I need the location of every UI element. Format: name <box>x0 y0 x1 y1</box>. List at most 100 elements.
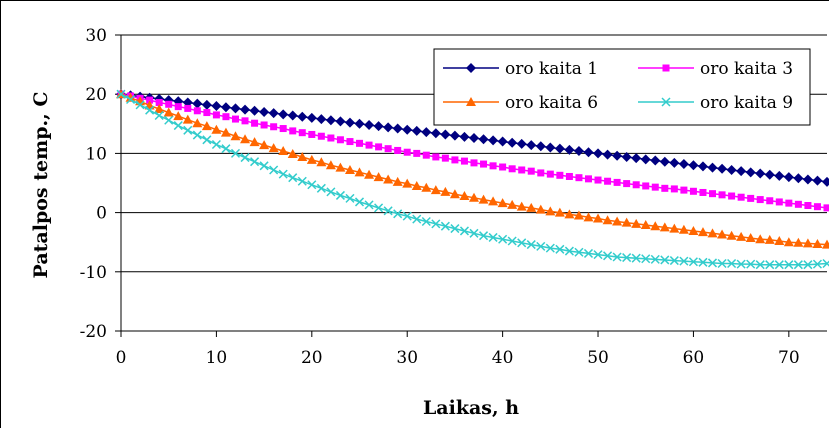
data-point <box>345 118 355 128</box>
data-point <box>612 151 622 161</box>
data-point <box>679 159 689 169</box>
x-tick-label: 70 <box>778 348 800 368</box>
data-point <box>603 150 613 160</box>
data-point <box>298 177 306 185</box>
legend-label: oro kaita 9 <box>700 93 793 113</box>
data-point <box>394 147 401 154</box>
data-point <box>288 111 298 121</box>
data-point <box>279 170 287 178</box>
legend-label: oro kaita 1 <box>505 59 598 79</box>
data-point <box>241 154 249 162</box>
data-point <box>289 127 296 134</box>
y-axis-title: Patalpos temp., C <box>30 92 52 279</box>
data-point <box>669 158 679 168</box>
data-point <box>289 174 297 182</box>
data-point <box>280 125 287 132</box>
data-point <box>547 171 554 178</box>
data-point <box>384 207 392 215</box>
data-point <box>222 145 230 153</box>
data-point <box>555 144 565 154</box>
data-point <box>336 191 344 199</box>
data-point <box>174 122 182 130</box>
data-point <box>230 103 240 113</box>
data-point <box>459 132 469 142</box>
data-point <box>765 170 775 180</box>
data-point <box>793 173 803 183</box>
data-point <box>440 129 450 139</box>
data-point <box>165 116 173 124</box>
x-tick-label: 40 <box>492 348 514 368</box>
data-point <box>585 175 592 182</box>
data-point <box>566 173 573 180</box>
data-point <box>383 122 393 132</box>
data-point <box>337 136 344 143</box>
data-point <box>727 165 737 175</box>
data-point <box>299 129 306 136</box>
data-point <box>719 191 726 198</box>
data-point <box>374 121 384 131</box>
x-tick-label: 0 <box>116 348 127 368</box>
data-point <box>203 136 211 144</box>
x-tick-label: 30 <box>396 348 418 368</box>
data-point <box>335 116 345 126</box>
data-point <box>442 155 449 162</box>
data-point <box>346 138 353 145</box>
data-point <box>308 181 316 189</box>
data-point <box>471 159 478 166</box>
data-point <box>545 142 555 152</box>
data-point <box>498 137 508 147</box>
data-point <box>785 200 792 207</box>
data-point <box>631 153 641 163</box>
data-point <box>316 114 326 124</box>
data-point <box>232 116 239 123</box>
data-point <box>375 143 382 150</box>
data-point <box>251 120 258 127</box>
data-point <box>518 166 525 173</box>
data-point <box>660 157 670 167</box>
data-point <box>822 177 829 187</box>
data-point <box>526 140 536 150</box>
data-point <box>623 180 630 187</box>
data-point <box>432 153 439 160</box>
data-point <box>699 189 706 196</box>
data-point <box>202 100 212 110</box>
y-tick-label: -20 <box>80 322 107 342</box>
data-point <box>680 187 687 194</box>
data-point <box>307 113 317 123</box>
data-point <box>213 111 220 118</box>
square-marker-icon <box>663 65 670 72</box>
data-point <box>355 119 365 129</box>
data-point <box>346 194 354 202</box>
data-point <box>413 150 420 157</box>
data-point <box>203 109 210 116</box>
data-point <box>184 126 192 134</box>
data-point <box>574 146 584 156</box>
data-point <box>488 135 498 145</box>
data-point <box>536 141 546 151</box>
data-point <box>364 120 374 130</box>
data-point <box>317 184 325 192</box>
y-tick-label: 10 <box>85 144 107 164</box>
data-point <box>795 201 802 208</box>
data-point <box>211 101 221 111</box>
legend-label: oro kaita 3 <box>700 59 793 79</box>
data-point <box>261 121 268 128</box>
data-point <box>537 169 544 176</box>
data-point <box>633 181 640 188</box>
data-point <box>221 102 231 112</box>
data-point <box>251 158 259 166</box>
data-point <box>375 204 383 212</box>
y-tick-label: 0 <box>96 204 107 224</box>
data-point <box>278 109 288 119</box>
data-point <box>393 124 403 134</box>
data-point <box>212 141 220 149</box>
data-point <box>318 133 325 140</box>
data-point <box>766 197 773 204</box>
data-point <box>814 203 821 210</box>
data-point <box>402 125 412 135</box>
data-point <box>812 176 822 186</box>
